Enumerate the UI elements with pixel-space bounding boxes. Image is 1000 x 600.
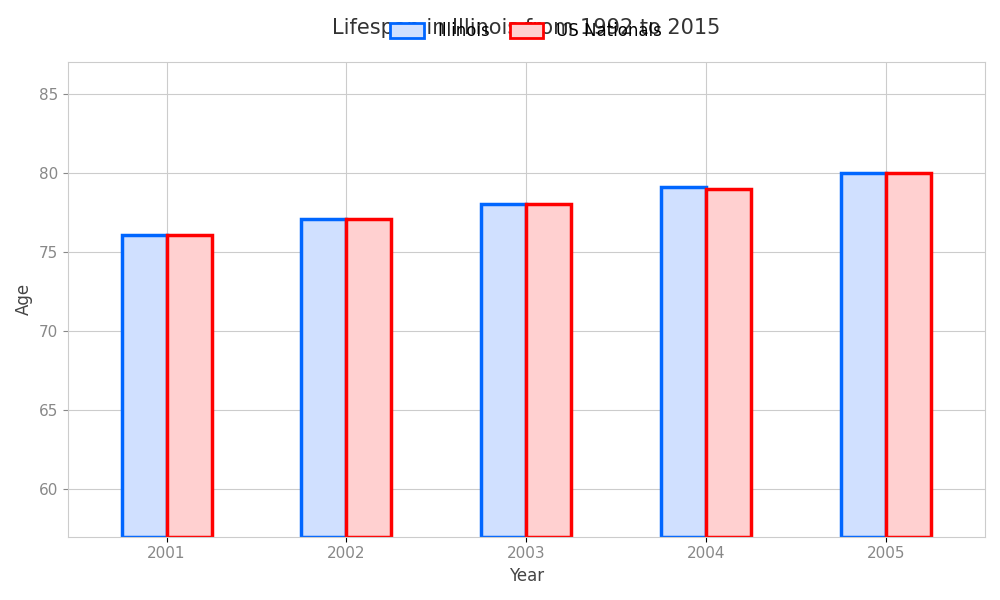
Bar bbox=[481, 205, 526, 537]
Bar bbox=[706, 188, 751, 537]
X-axis label: Year: Year bbox=[509, 567, 544, 585]
Bar bbox=[526, 205, 571, 537]
Bar bbox=[122, 235, 167, 537]
Bar bbox=[346, 219, 391, 537]
Bar bbox=[886, 173, 931, 537]
Bar bbox=[301, 219, 346, 537]
Y-axis label: Age: Age bbox=[15, 283, 33, 316]
Bar bbox=[167, 235, 212, 537]
Bar bbox=[661, 187, 706, 537]
Bar bbox=[841, 173, 886, 537]
Title: Lifespan in Illinois from 1992 to 2015: Lifespan in Illinois from 1992 to 2015 bbox=[332, 19, 721, 38]
Legend: Illinois, US Nationals: Illinois, US Nationals bbox=[382, 13, 671, 48]
